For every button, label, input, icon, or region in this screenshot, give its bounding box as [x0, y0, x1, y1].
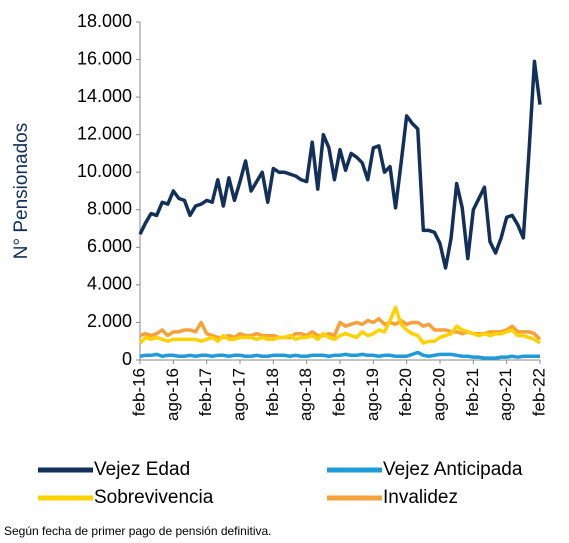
legend-label: Vejez Anticipada [383, 459, 523, 480]
y-tick-label: 0 [122, 349, 132, 369]
y-tick-label: 6.000 [87, 236, 132, 256]
x-tick-label: ago-18 [296, 368, 315, 421]
y-tick-label: 2.000 [87, 311, 132, 331]
y-tick-label: 8.000 [87, 199, 132, 219]
series-line [138, 305, 541, 345]
series-line [139, 350, 540, 360]
x-tick-label: ago-20 [429, 368, 448, 421]
x-tick-label: feb-22 [529, 368, 548, 416]
y-tick-label: 4.000 [87, 274, 132, 294]
y-tick-label: 18.000 [77, 11, 132, 31]
x-tick-label: feb-16 [129, 368, 148, 416]
legend-label: Sobrevivencia [94, 487, 214, 508]
x-tick-label: feb-18 [263, 368, 282, 416]
x-tick-label: feb-17 [196, 368, 215, 416]
y-tick-label: 16.000 [77, 48, 132, 68]
y-axis-label: N° Pensionados [11, 123, 32, 259]
x-tick-label: ago-17 [229, 368, 248, 421]
legend-label: Invalidez [383, 487, 458, 508]
y-tick-label: 14.000 [77, 86, 132, 106]
x-tick-label: ago-21 [496, 368, 515, 421]
y-tick-label: 12.000 [77, 123, 132, 143]
x-tick-label: ago-19 [363, 368, 382, 421]
legend-label: Vejez Edad [94, 459, 190, 480]
footnote: Según fecha de primer pago de pensión de… [4, 524, 272, 538]
x-tick-label: feb-20 [396, 368, 415, 416]
x-tick-label: feb-21 [463, 368, 482, 416]
y-tick-label: 10.000 [77, 161, 132, 181]
x-tick-label: ago-16 [163, 368, 182, 421]
series-line [138, 59, 542, 270]
x-tick-label: feb-19 [329, 368, 348, 416]
